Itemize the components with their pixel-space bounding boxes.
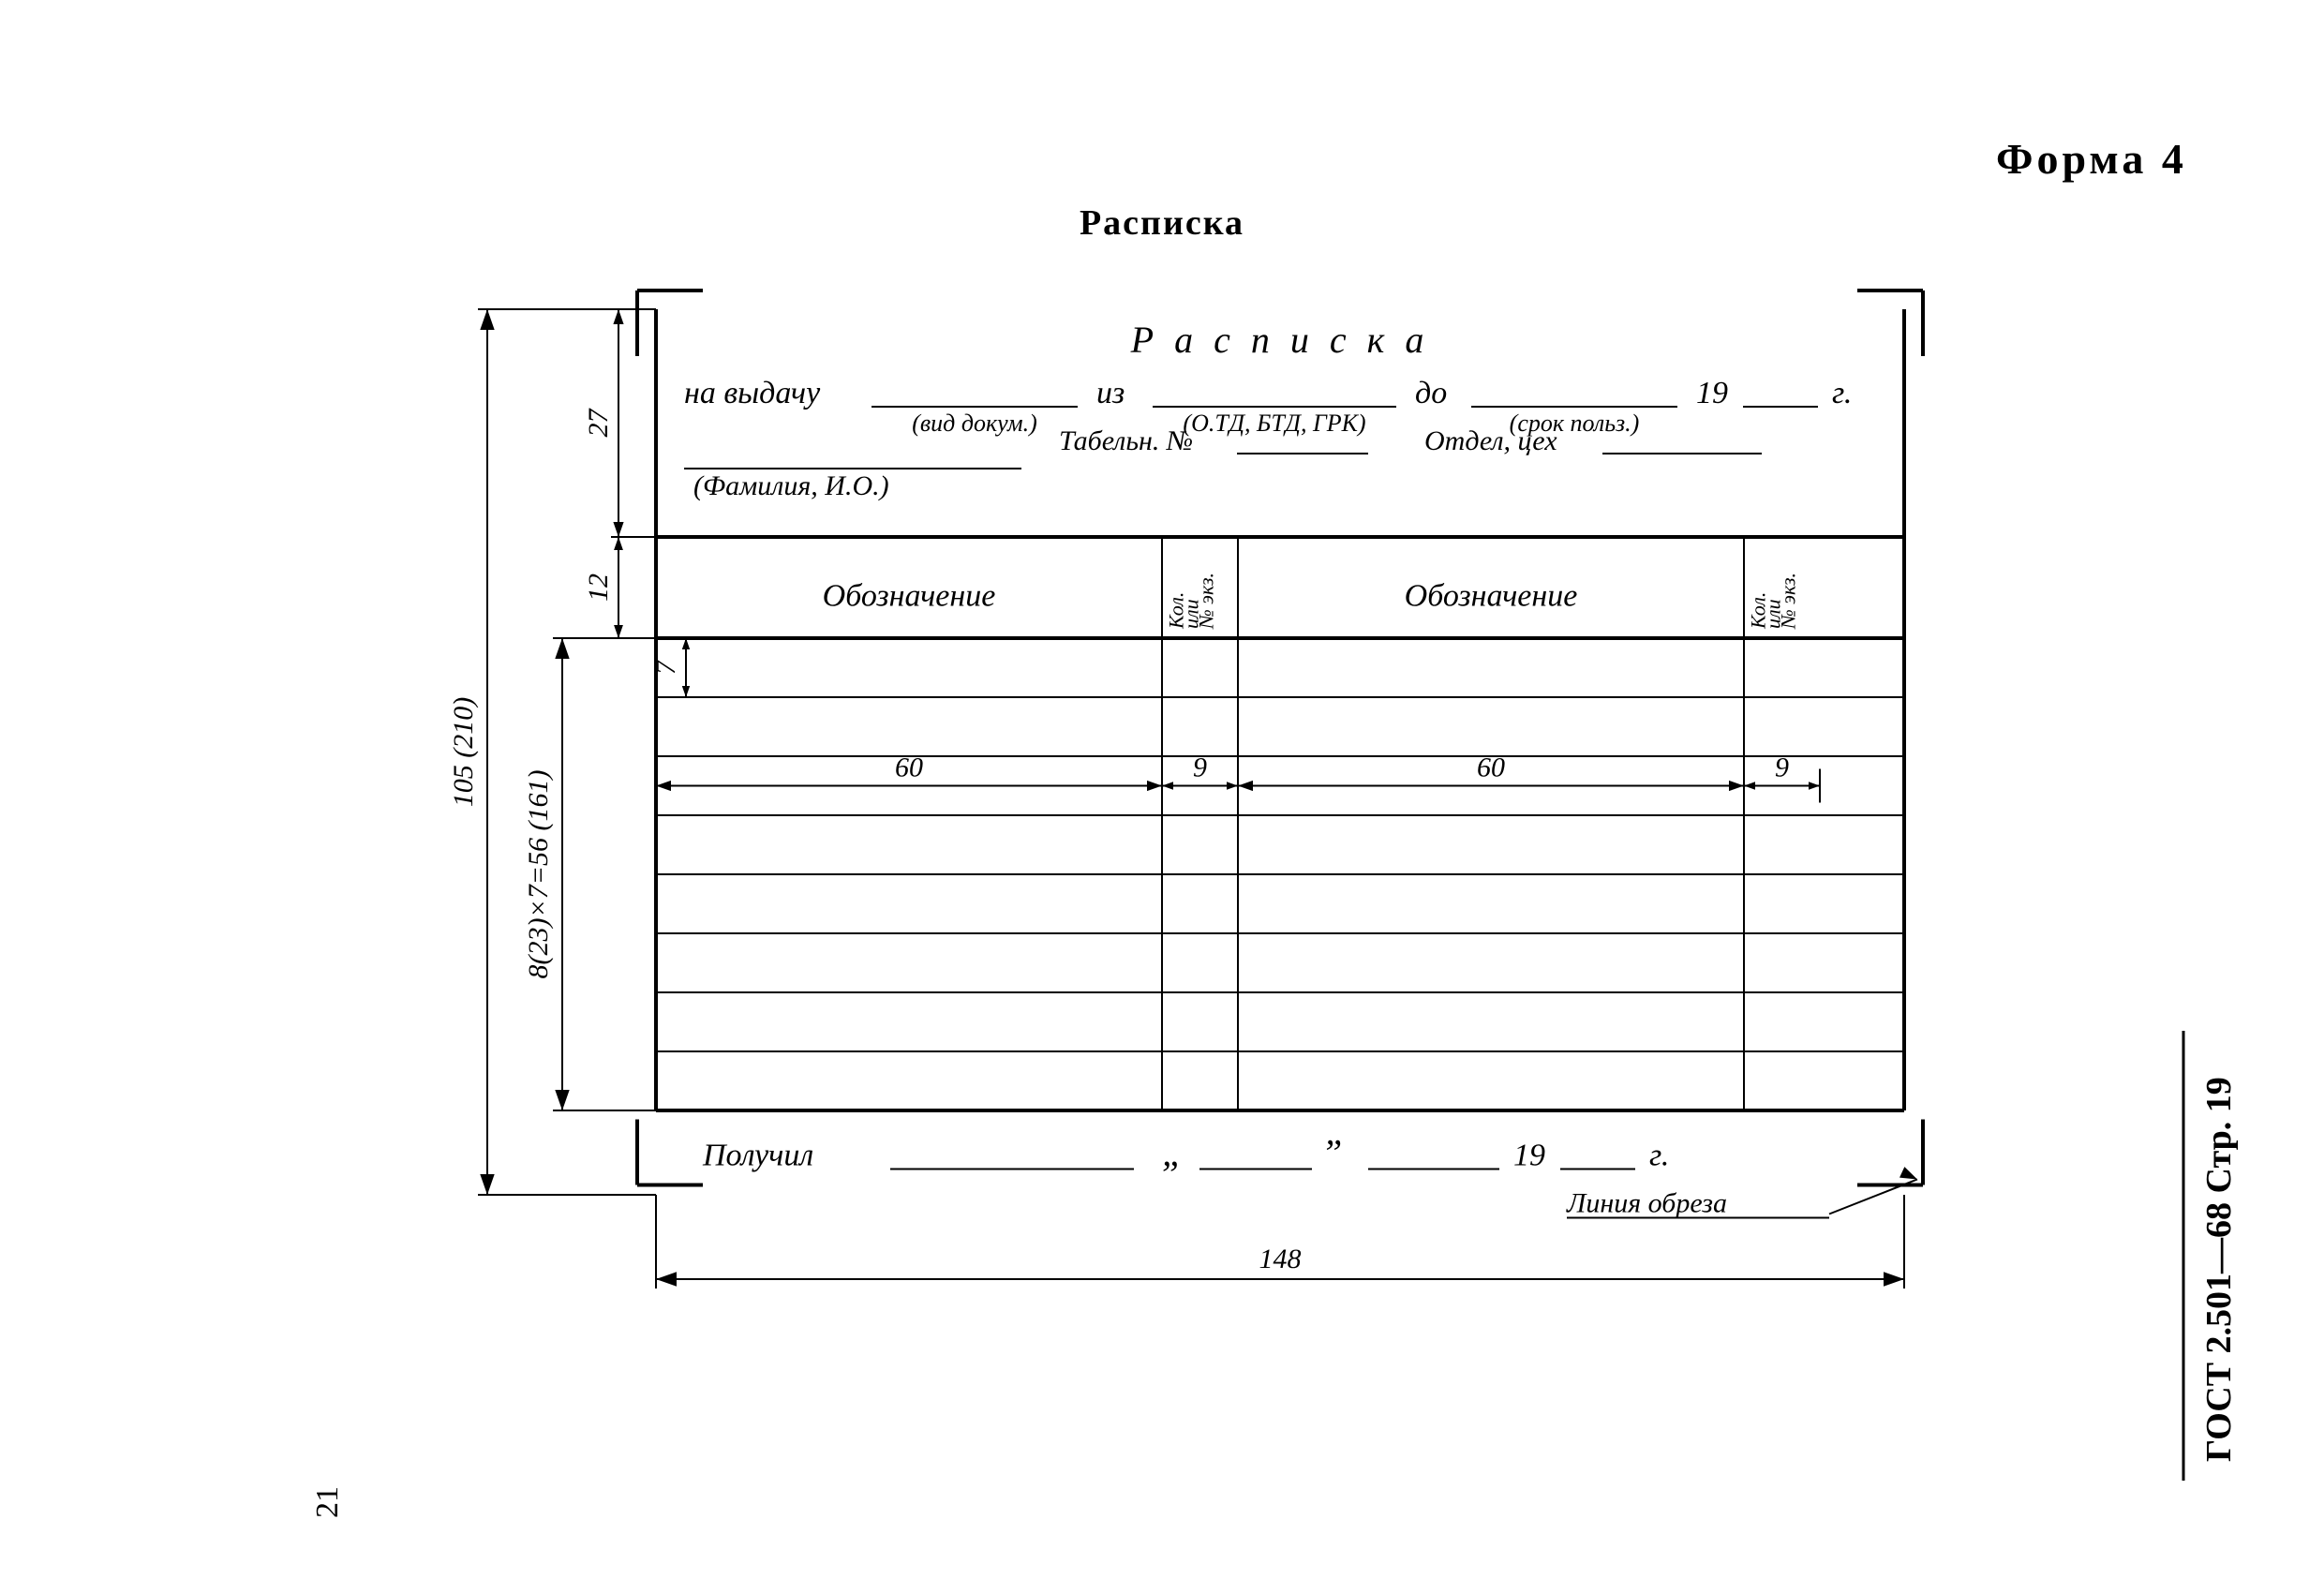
dim-row-h: 7 <box>650 659 681 675</box>
footer-received: Получил <box>702 1139 813 1173</box>
footer-qclose: ” <box>1321 1132 1342 1174</box>
th-copies-1-2: № экз. <box>1195 573 1218 630</box>
footer-year: 19 <box>1513 1139 1545 1173</box>
dim-overall-h: 105 (210) <box>448 697 479 807</box>
form-label: Форма 4 <box>1996 135 2187 183</box>
l1-mid2: до <box>1415 376 1447 410</box>
l1-year: 19 <box>1696 376 1728 410</box>
l1-mid1: из <box>1096 376 1125 410</box>
page-number: 21 <box>310 1486 345 1518</box>
l2-tabel: Табельн. № <box>1059 425 1193 456</box>
gost-label: ГОСТ 2.501—68 Стр. 19 <box>2199 1077 2239 1462</box>
l1-prefix: на выдачу <box>684 376 821 410</box>
dim-overall-w: 148 <box>1259 1244 1302 1274</box>
l1-g: г. <box>1832 376 1852 410</box>
dim-th-h: 12 <box>583 574 614 602</box>
dim-rows-h: 8(23)×7=56 (161) <box>523 770 554 979</box>
l1-hint1: (вид докум.) <box>912 410 1037 437</box>
l3-familia: (Фамилия, И.О.) <box>693 470 889 501</box>
heading: Расписка <box>1080 203 1244 243</box>
l2-otdel: Отдел, цех <box>1424 425 1557 456</box>
dim-col-9-b: 9 <box>1775 752 1789 783</box>
dim-col-60-b: 60 <box>1477 752 1505 783</box>
cut-line-label: Линия обреза <box>1566 1188 1727 1219</box>
th-designation-2: Обозначение <box>1405 578 1578 613</box>
dim-header-h: 27 <box>583 408 614 438</box>
dim-col-60-a: 60 <box>895 752 923 783</box>
form-title: Р а с п и с к а <box>1130 319 1430 361</box>
dim-col-9-a: 9 <box>1193 752 1207 783</box>
th-designation-1: Обозначение <box>823 578 996 613</box>
l1-hint2: (О.ТД, БТД, ГРК) <box>1183 410 1365 437</box>
footer-qopen: „ <box>1162 1132 1183 1174</box>
footer-g: г. <box>1649 1139 1669 1173</box>
th-copies-2-2: № экз. <box>1777 573 1800 630</box>
